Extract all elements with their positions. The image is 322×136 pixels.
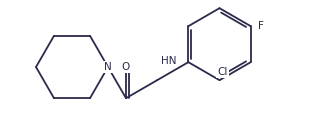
Text: F: F	[258, 21, 264, 31]
Text: N: N	[104, 62, 112, 72]
Text: HN: HN	[161, 56, 176, 66]
Text: O: O	[122, 62, 130, 72]
Text: Cl: Cl	[217, 67, 228, 77]
